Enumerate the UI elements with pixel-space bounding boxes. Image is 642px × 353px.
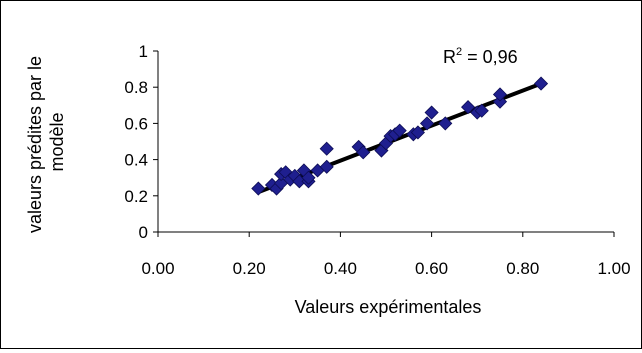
- scatter-chart: 0 0.2 0.4 0.6 0.8 1 0.00 0.20 0.40 0.60 0.80 1.00 R…: [25, 42, 631, 317]
- data-points: [251, 76, 549, 196]
- data-point: [438, 116, 453, 131]
- data-point: [461, 100, 476, 115]
- data-point: [492, 87, 508, 102]
- data-point: [492, 94, 508, 109]
- y-tick-label: 1: [139, 42, 148, 61]
- data-point: [410, 125, 425, 140]
- y-axis-label-line-2: modèle: [47, 112, 67, 171]
- y-tick-label: 0.4: [124, 151, 148, 170]
- x-tick-label: 0.80: [506, 259, 539, 278]
- x-tick-label: 0.00: [141, 259, 174, 278]
- x-tick-label: 0.20: [233, 259, 266, 278]
- r-squared-superscript: 2: [456, 46, 462, 58]
- ticks: 0 0.2 0.4 0.6 0.8 1 0.00 0.20 0.40 0.60 0.80 1.00: [124, 42, 630, 278]
- x-axis-label: Valeurs expérimentales: [295, 297, 482, 317]
- data-point: [319, 159, 334, 174]
- x-tick-label: 1.00: [597, 259, 630, 278]
- y-tick-label: 0.6: [124, 114, 148, 133]
- y-tick-label: 0: [139, 223, 148, 242]
- y-tick-label: 0.2: [124, 187, 148, 206]
- y-axis-label: valeurs prédites par le modèle: [25, 51, 67, 233]
- data-point: [419, 116, 435, 131]
- x-tick-label: 0.40: [324, 259, 357, 278]
- data-point: [319, 141, 334, 156]
- data-point: [533, 76, 549, 91]
- y-tick-label: 0.8: [124, 78, 148, 97]
- data-point: [424, 105, 439, 120]
- data-point: [392, 123, 407, 138]
- data-point: [356, 145, 371, 160]
- axes: [157, 51, 614, 233]
- y-axis-label-line-1: valeurs prédites par le: [25, 56, 45, 233]
- data-point: [301, 170, 316, 185]
- r-squared-annotation: R2 = 0,96: [443, 46, 518, 67]
- r-squared-value: = 0,96: [462, 47, 518, 67]
- x-tick-label: 0.60: [415, 259, 448, 278]
- data-point: [474, 103, 489, 118]
- data-point: [251, 181, 266, 196]
- r-squared-base: R: [443, 47, 456, 67]
